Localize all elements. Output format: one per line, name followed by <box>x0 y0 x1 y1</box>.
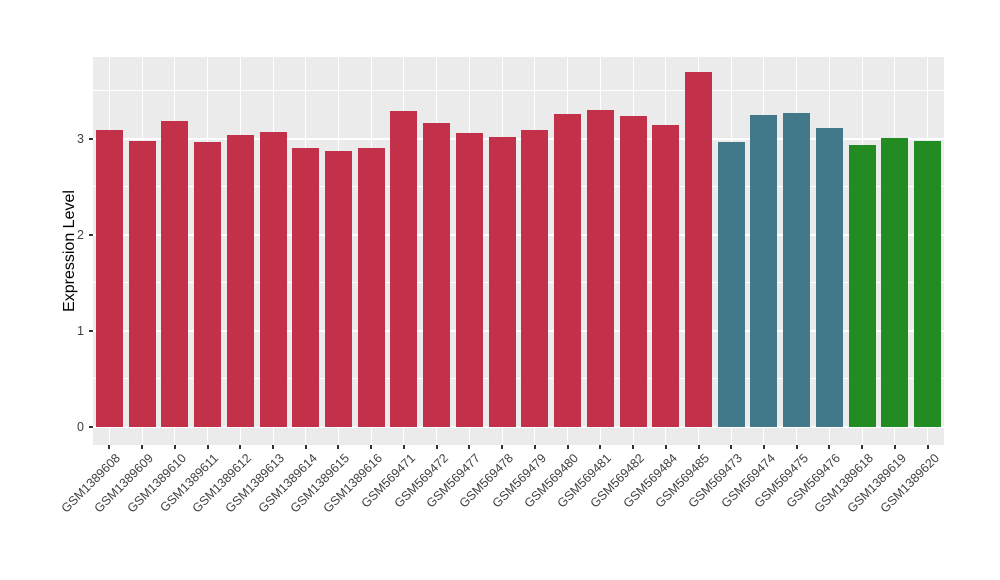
bar <box>423 123 451 427</box>
x-axis-tick <box>762 445 765 449</box>
x-axis-tick <box>108 445 111 449</box>
bar <box>324 151 352 427</box>
x-axis-tick <box>402 445 405 449</box>
x-axis-tick <box>435 445 438 449</box>
y-axis-title: Expression Level <box>61 190 78 312</box>
bar <box>717 141 745 427</box>
bar <box>554 113 582 427</box>
gridline-minor <box>93 282 944 284</box>
gridline-major <box>93 329 944 332</box>
gridline-major <box>93 137 944 140</box>
bar <box>292 148 320 427</box>
bar <box>226 134 254 427</box>
x-axis-tick <box>370 445 373 449</box>
bar <box>881 137 909 427</box>
y-axis-label: 0 <box>77 419 84 434</box>
x-axis-tick <box>566 445 569 449</box>
x-axis-tick <box>926 445 929 449</box>
bar <box>619 115 647 427</box>
bar <box>95 129 123 427</box>
x-axis-tick <box>239 445 242 449</box>
bar <box>848 145 876 427</box>
x-axis-tick <box>501 445 504 449</box>
x-axis-tick <box>468 445 471 449</box>
x-axis-tick <box>272 445 275 449</box>
bar <box>390 110 418 427</box>
x-axis-label: GSM1389620 <box>877 451 942 516</box>
bar <box>357 148 385 427</box>
gridline-major <box>93 425 944 428</box>
bar <box>455 132 483 427</box>
x-axis-tick <box>304 445 307 449</box>
x-axis-tick <box>632 445 635 449</box>
y-axis-label: 3 <box>77 131 84 146</box>
bar <box>488 136 516 427</box>
y-axis-tick <box>89 233 93 236</box>
bar <box>652 125 680 427</box>
bar <box>783 112 811 427</box>
y-axis-tick <box>89 425 93 428</box>
bar <box>128 140 156 427</box>
x-axis-tick <box>664 445 667 449</box>
y-axis-label: 1 <box>77 323 84 338</box>
x-axis-tick <box>599 445 602 449</box>
x-axis-tick <box>893 445 896 449</box>
bar <box>586 109 614 427</box>
x-axis-tick <box>828 445 831 449</box>
x-axis-tick <box>730 445 733 449</box>
y-axis-tick <box>89 137 93 140</box>
bar <box>685 72 713 427</box>
x-axis-tick <box>141 445 144 449</box>
bar <box>161 121 189 427</box>
gridline-minor <box>93 90 944 92</box>
x-axis-tick <box>861 445 864 449</box>
x-axis-tick <box>206 445 209 449</box>
bar <box>521 129 549 427</box>
gridline-major <box>93 233 944 236</box>
y-axis-tick <box>89 329 93 332</box>
gridline-minor <box>93 186 944 188</box>
bar <box>815 128 843 427</box>
x-axis-tick <box>697 445 700 449</box>
x-axis-tick <box>173 445 176 449</box>
bar <box>914 140 942 427</box>
plot-panel <box>93 57 944 445</box>
bar <box>194 141 222 427</box>
x-axis-tick <box>795 445 798 449</box>
bar <box>259 131 287 427</box>
x-axis-tick <box>337 445 340 449</box>
gridline-minor <box>93 378 944 380</box>
bar <box>750 114 778 427</box>
y-axis-label: 2 <box>77 227 84 242</box>
x-axis-tick <box>533 445 536 449</box>
